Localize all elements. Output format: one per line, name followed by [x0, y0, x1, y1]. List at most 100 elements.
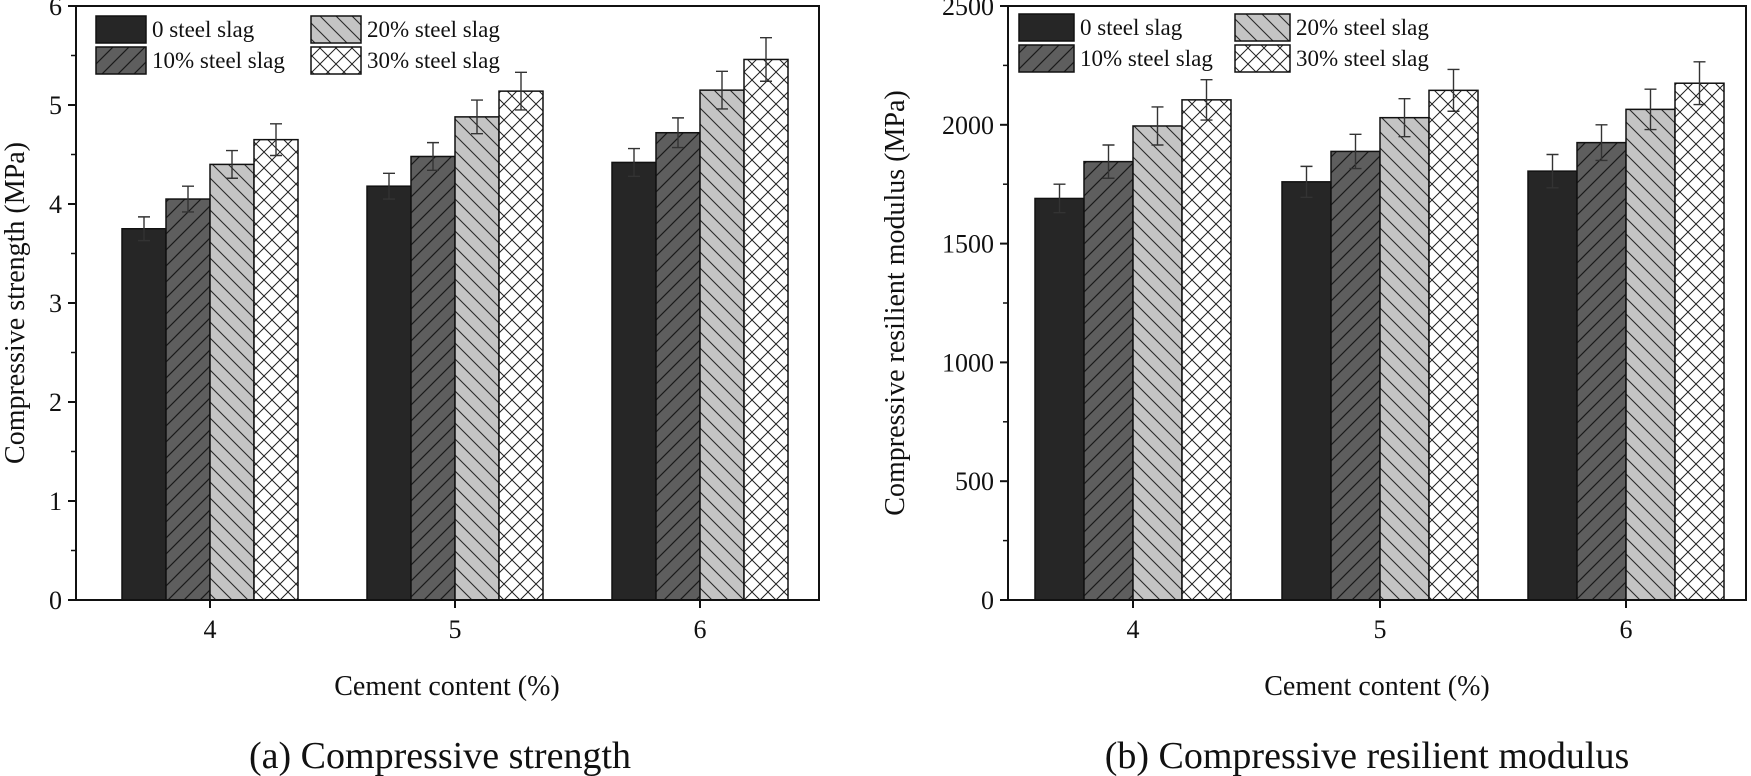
y-ticks: 0 500 1000 1500 2000 2500 — [942, 0, 1008, 615]
bar-solid-cat-6 — [611, 161, 657, 601]
bar-crosshatch-cat-5 — [1428, 89, 1479, 601]
error-bar — [383, 172, 395, 200]
error-bar — [270, 123, 282, 157]
bar-solid-cat-5 — [1281, 181, 1332, 601]
legend-label: 20% steel slag — [1296, 15, 1429, 40]
legend-label: 10% steel slag — [1080, 46, 1213, 71]
bar-hatch-light-cat-6 — [1625, 108, 1676, 601]
bar-crosshatch-cat-4 — [253, 138, 299, 601]
bar-hatch-dark-cat-4 — [165, 198, 211, 601]
error-bar — [1349, 133, 1362, 170]
error-bar — [1200, 78, 1213, 121]
error-bar — [471, 99, 483, 135]
legend-swatch-solid — [1018, 13, 1075, 42]
legend-swatch-hatch-dark — [1018, 44, 1075, 73]
y-ticks: 0 1 2 3 4 5 6 — [49, 0, 76, 615]
y-tick-label: 1500 — [942, 230, 994, 259]
x-ticks: 4 5 6 — [1127, 600, 1633, 644]
error-bar — [1300, 165, 1313, 198]
error-bar — [1053, 183, 1066, 214]
error-bar — [1546, 153, 1559, 189]
bar-solid-cat-4 — [121, 228, 167, 601]
error-bar — [138, 216, 150, 242]
y-tick-label: 500 — [955, 467, 994, 496]
y-tick-label: 5 — [49, 91, 62, 120]
x-tick-label: 6 — [1620, 615, 1633, 644]
x-tick-label: 4 — [204, 615, 217, 644]
bar-hatch-dark-cat-4 — [1083, 160, 1134, 601]
bar-hatch-light-cat-6 — [699, 89, 745, 601]
error-bar — [1151, 106, 1164, 146]
legend-swatch-hatch-light — [310, 15, 362, 44]
y-tick-label: 6 — [49, 0, 62, 21]
bar-crosshatch-cat-6 — [743, 58, 789, 601]
legend-label: 20% steel slag — [367, 17, 500, 42]
x-tick-label: 6 — [694, 615, 707, 644]
error-bar — [427, 141, 439, 172]
y-tick-label: 2 — [49, 388, 62, 417]
error-bar — [1644, 88, 1657, 131]
y-tick-label: 3 — [49, 289, 62, 318]
y-tick-label: 2000 — [942, 111, 994, 140]
x-axis-title: Cement content (%) — [334, 671, 559, 702]
error-bar — [226, 149, 238, 179]
bars-group — [121, 36, 789, 601]
y-axis-title: Compressive resilient modulus (MPa) — [880, 90, 911, 515]
bar-hatch-dark-cat-5 — [1330, 150, 1381, 601]
x-tick-label: 5 — [449, 615, 462, 644]
y-tick-label: 0 — [49, 586, 62, 615]
error-bar — [760, 36, 772, 82]
y-tick-label: 1000 — [942, 348, 994, 377]
x-tick-label: 4 — [1127, 615, 1140, 644]
bar-hatch-light-cat-4 — [1132, 125, 1183, 601]
legend: 0 steel slag 10% steel slag 20% steel slag… — [1018, 13, 1429, 73]
error-bar — [1693, 61, 1706, 106]
error-bar — [716, 70, 728, 110]
legend-label: 30% steel slag — [1296, 46, 1429, 71]
bar-solid-cat-6 — [1527, 170, 1578, 601]
bars-group — [1034, 61, 1725, 601]
x-ticks: 4 5 6 — [204, 600, 707, 644]
bar-solid-cat-5 — [366, 185, 412, 601]
legend-label: 30% steel slag — [367, 48, 500, 73]
legend-swatch-crosshatch — [310, 46, 362, 75]
x-axis-title: Cement content (%) — [1264, 671, 1489, 702]
bar-hatch-light-cat-4 — [209, 163, 255, 601]
bar-hatch-dark-cat-5 — [410, 155, 456, 601]
compressive-resilient-modulus-chart: 0 500 1000 1500 2000 2500 4 5 6 0 steel slag 10%… — [880, 0, 1747, 776]
bar-hatch-light-cat-5 — [454, 116, 500, 601]
error-bar — [1447, 68, 1460, 112]
chart-caption: (b) Compressive resilient modulus — [1105, 735, 1630, 776]
error-bar — [182, 185, 194, 213]
y-tick-label: 2500 — [942, 0, 994, 21]
legend-label: 0 steel slag — [152, 17, 255, 42]
bar-hatch-light-cat-5 — [1379, 116, 1430, 601]
legend-label: 0 steel slag — [1080, 15, 1183, 40]
error-bar — [515, 71, 527, 111]
bar-crosshatch-cat-5 — [498, 90, 544, 601]
error-bar — [1595, 124, 1608, 162]
compressive-strength-chart: 0 1 2 3 4 5 6 4 5 6 0 steel slag 10% steel slag 20… — [0, 0, 820, 776]
x-tick-label: 5 — [1374, 615, 1387, 644]
legend-swatch-hatch-dark — [95, 46, 147, 75]
error-bar — [672, 117, 684, 149]
y-tick-label: 4 — [49, 190, 62, 219]
legend-label: 10% steel slag — [152, 48, 285, 73]
error-bar — [1398, 97, 1411, 138]
legend: 0 steel slag 10% steel slag 20% steel slag… — [95, 15, 500, 75]
bar-crosshatch-cat-4 — [1181, 99, 1232, 601]
legend-swatch-hatch-light — [1234, 13, 1291, 42]
y-tick-label: 0 — [981, 586, 994, 615]
legend-swatch-solid — [95, 15, 147, 44]
error-bar — [628, 147, 640, 177]
y-tick-label: 1 — [49, 487, 62, 516]
legend-swatch-crosshatch — [1234, 44, 1291, 73]
y-axis-title: Compressive strength (MPa) — [0, 142, 31, 464]
bar-solid-cat-4 — [1034, 197, 1085, 601]
bar-crosshatch-cat-6 — [1674, 82, 1725, 601]
bar-hatch-dark-cat-6 — [1576, 141, 1627, 601]
error-bar — [1102, 144, 1115, 179]
chart-caption: (a) Compressive strength — [249, 735, 631, 776]
bar-hatch-dark-cat-6 — [655, 131, 701, 601]
